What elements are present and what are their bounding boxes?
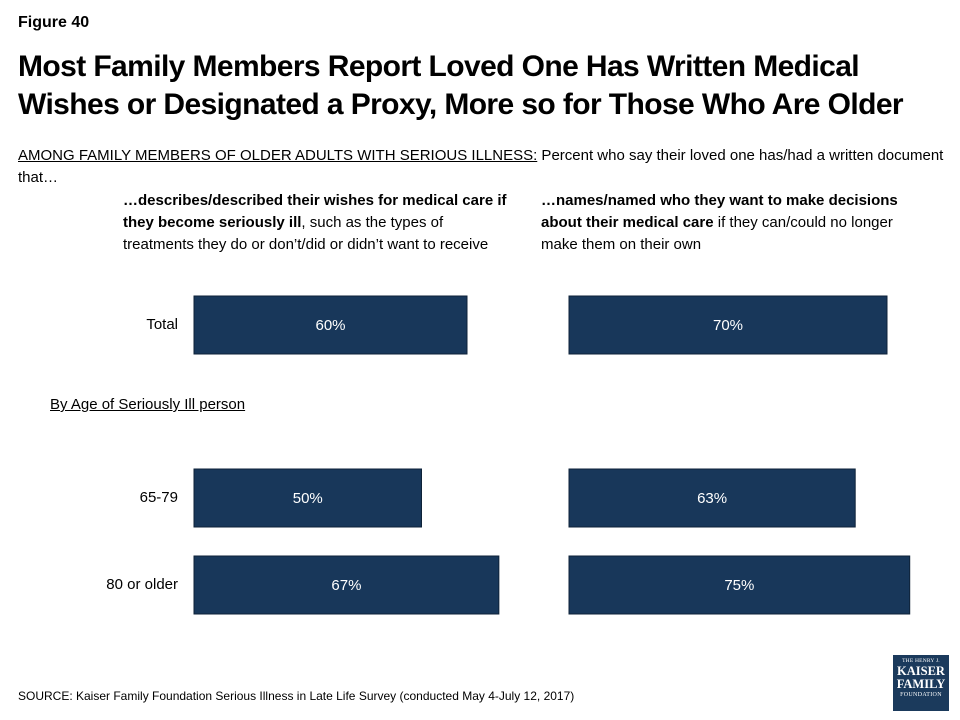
data-label-wishes-65-79: 50% bbox=[293, 490, 323, 507]
logo-line-1: THE HENRY J. bbox=[902, 658, 940, 664]
logo-line-4: FOUNDATION bbox=[900, 692, 942, 698]
bar-wishes-80-or-older bbox=[193, 555, 500, 615]
bar-proxy-80-or-older bbox=[568, 555, 911, 615]
column-heading-proxy-bold: …names/named who they want to make decis… bbox=[541, 192, 898, 231]
subtitle-lead: AMONG FAMILY MEMBERS OF OLDER ADULTS WIT… bbox=[18, 147, 538, 164]
source-note: SOURCE: Kaiser Family Foundation Serious… bbox=[18, 689, 575, 703]
logo-line-2: KAISER bbox=[897, 664, 945, 678]
chart-title: Most Family Members Report Loved One Has… bbox=[18, 50, 904, 121]
data-label-wishes-total: 60% bbox=[315, 317, 345, 334]
data-label-proxy-80-or-older: 75% bbox=[724, 577, 754, 594]
kff-logo: THE HENRY J. KAISER FAMILY FOUNDATION bbox=[893, 655, 949, 711]
chart-subtitle: AMONG FAMILY MEMBERS OF OLDER ADULTS WIT… bbox=[18, 145, 948, 189]
data-label-proxy-65-79: 63% bbox=[697, 490, 727, 507]
data-label-wishes-80-or-older: 67% bbox=[331, 577, 361, 594]
subtitle-text: Percent who say their loved one has/had … bbox=[18, 147, 944, 186]
column-heading-wishes: …describes/described their wishes for me… bbox=[123, 190, 513, 256]
column-heading-wishes-bold: …describes/described their wishes for me… bbox=[123, 192, 507, 231]
figure-label: Figure 40 bbox=[18, 14, 90, 31]
column-heading-proxy: …names/named who they want to make decis… bbox=[541, 190, 911, 256]
bar-proxy-total bbox=[568, 295, 888, 355]
row-label-total: Total bbox=[146, 316, 178, 333]
bar-wishes-65-79 bbox=[193, 468, 422, 528]
data-label-proxy-total: 70% bbox=[713, 317, 743, 334]
bar-proxy-65-79 bbox=[568, 468, 856, 528]
logo-line-3: FAMILY bbox=[896, 677, 946, 691]
section-label-by-age: By Age of Seriously Ill person bbox=[50, 396, 246, 413]
row-label-65-79: 65-79 bbox=[139, 489, 178, 506]
bar-wishes-total bbox=[193, 295, 468, 355]
column-heading-wishes-rest: , such as the types of treatments they d… bbox=[123, 214, 489, 253]
row-label-80-or-older: 80 or older bbox=[106, 576, 178, 593]
column-heading-proxy-rest: if they can/could no longer make them on… bbox=[541, 214, 893, 253]
